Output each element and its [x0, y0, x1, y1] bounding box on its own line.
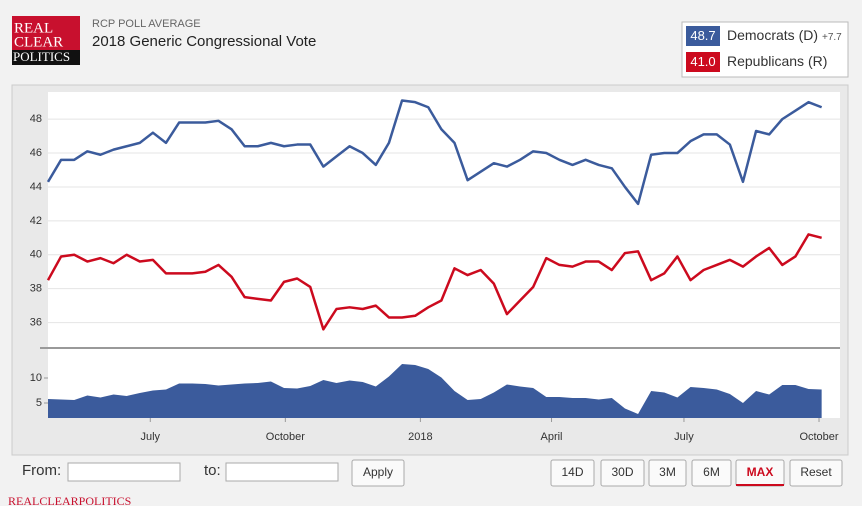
subtitle: RCP POLL AVERAGE [92, 18, 201, 30]
legend-spread: +7.7 [822, 32, 842, 43]
legend-label: Republicans (R) [727, 53, 827, 69]
range-button[interactable] [789, 459, 843, 487]
x-tick-label: 2018 [408, 431, 432, 443]
y-tick-label: 48 [30, 113, 42, 125]
y-tick-label: 40 [30, 249, 42, 261]
legend-label: Democrats (D) [727, 27, 818, 43]
to-input[interactable] [225, 462, 339, 482]
footer: REALCLEARPOLITICS [8, 494, 131, 506]
range-label: Reset [800, 465, 832, 479]
logo-top [12, 16, 80, 50]
range-button[interactable] [648, 459, 687, 487]
range-button[interactable] [691, 459, 732, 487]
range-label: 3M [659, 465, 676, 479]
range-label: 14D [561, 465, 583, 479]
to-label: to: [204, 462, 221, 479]
logo-text: CLEAR [14, 34, 63, 50]
spread-area [48, 364, 822, 418]
logo-bottom [12, 50, 80, 65]
x-tick-label: April [541, 431, 563, 443]
apply-button[interactable] [351, 459, 405, 487]
x-tick-label: July [140, 431, 160, 443]
series-line [46, 99, 823, 206]
from-input[interactable] [67, 462, 181, 482]
y-tick-label: 36 [30, 316, 42, 328]
legend-swatch [686, 26, 720, 46]
from-label: From: [22, 462, 61, 479]
legend-value: 41.0 [690, 54, 715, 69]
y-tick-label: 46 [30, 147, 42, 159]
range-label: MAX [747, 465, 774, 479]
range-label: 6M [703, 465, 720, 479]
legend-swatch [686, 52, 720, 72]
y-tick-label: 44 [30, 181, 42, 193]
y-tick-label: 10 [30, 372, 42, 384]
x-tick-label: July [674, 431, 694, 443]
y-tick-label: 38 [30, 283, 42, 295]
y-tick-label: 5 [36, 397, 42, 409]
x-tick-label: October [266, 431, 305, 443]
y-tick-label: 42 [30, 215, 42, 227]
chart-title: 2018 Generic Congressional Vote [92, 33, 316, 50]
logo-text: POLITICS [13, 49, 70, 64]
logo-text: REAL [14, 20, 53, 36]
range-label: 30D [611, 465, 633, 479]
legend-value: 48.7 [690, 28, 715, 43]
x-tick-label: October [799, 431, 838, 443]
series-line [46, 233, 822, 331]
apply-label: Apply [363, 465, 393, 479]
range-button[interactable] [600, 459, 645, 487]
range-button[interactable] [550, 459, 595, 487]
